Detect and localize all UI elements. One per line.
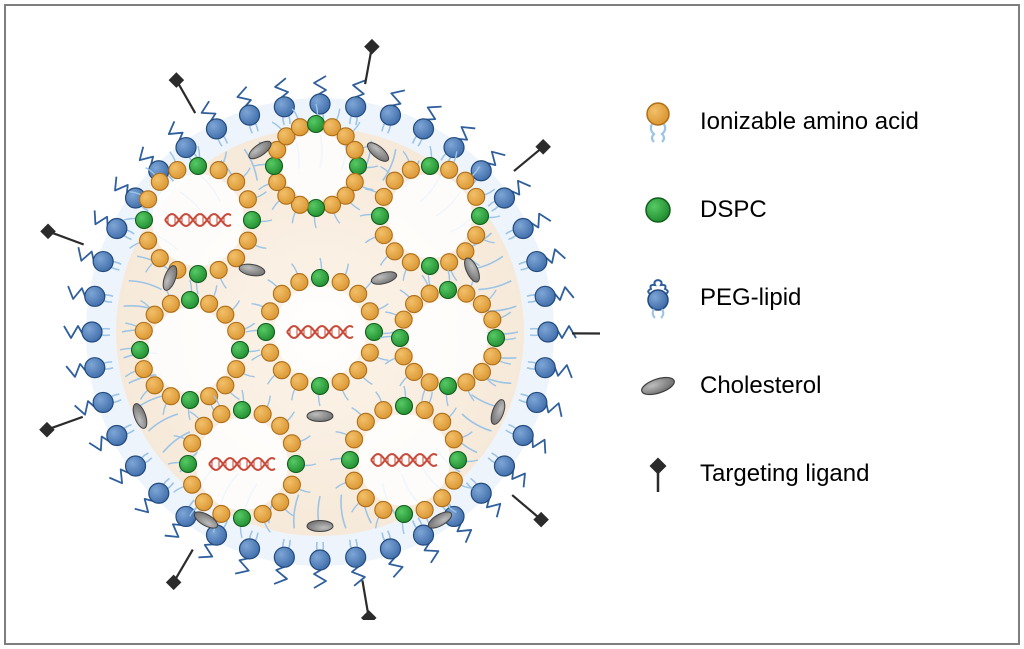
dspc-icon [630, 188, 686, 232]
legend-item-peg: PEG-lipid [630, 276, 919, 320]
legend-label: Cholesterol [700, 372, 821, 400]
legend-item-ligand: Targeting ligand [630, 452, 919, 496]
micelle [254, 104, 378, 228]
micelle [120, 280, 260, 420]
chol-icon [630, 364, 686, 408]
micelle [380, 270, 516, 406]
lnp-diagram [20, 20, 600, 620]
legend: Ionizable amino acid DSPC PEG-lipid Chol… [630, 100, 919, 540]
micelle [168, 390, 316, 538]
legend-item-ionizable: Ionizable amino acid [630, 100, 919, 144]
ligand-icon [630, 452, 686, 496]
legend-label: DSPC [700, 196, 767, 224]
legend-label: Targeting ligand [700, 460, 869, 488]
peg-icon [630, 276, 686, 320]
legend-item-dspc: DSPC [630, 188, 919, 232]
micelle [360, 146, 500, 286]
ionizable-icon [630, 100, 686, 144]
legend-label: Ionizable amino acid [700, 108, 919, 136]
legend-item-chol: Cholesterol [630, 364, 919, 408]
legend-label: PEG-lipid [700, 284, 801, 312]
micelle [330, 386, 478, 534]
